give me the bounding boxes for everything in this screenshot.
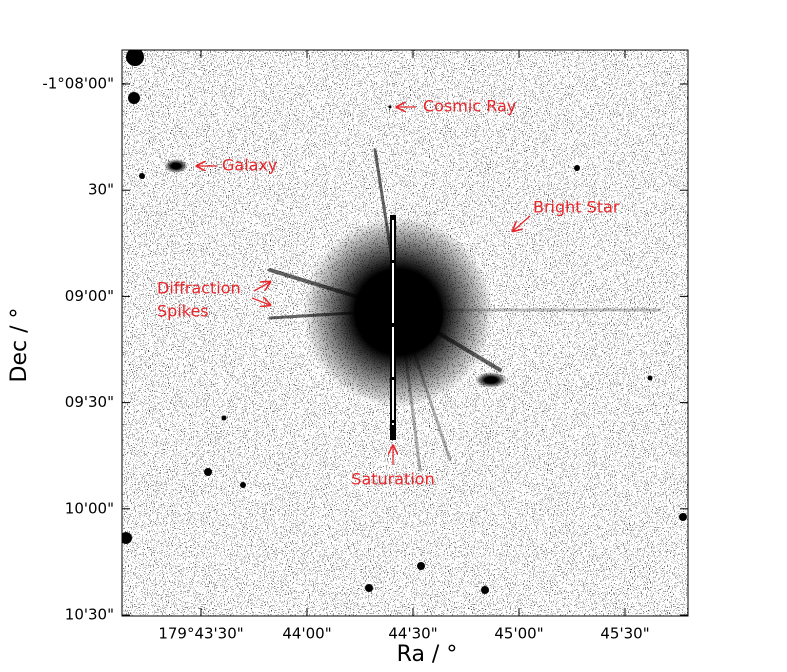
- y-tick-label: 10'00": [65, 499, 114, 517]
- x-tick-label: 45'30": [600, 625, 649, 643]
- y-tick-label: 30": [88, 181, 114, 199]
- arrow: [253, 282, 270, 292]
- annotation: Spikes: [157, 302, 209, 321]
- x-tick-label: 45'00": [494, 625, 543, 643]
- y-axis-label: Dec / °: [7, 308, 32, 383]
- y-tick-label: 09'30": [65, 393, 114, 411]
- annotation: Diffraction: [157, 279, 241, 298]
- arrow: [251, 298, 270, 305]
- y-tick-label: 09'00": [65, 287, 114, 305]
- arrow: [513, 215, 531, 231]
- annotation: Bright Star: [533, 198, 620, 217]
- annotation: Saturation: [351, 470, 434, 489]
- sky-image: [122, 50, 688, 616]
- plot-frame: [121, 49, 689, 617]
- x-tick-label: 44'00": [282, 625, 331, 643]
- x-tick-label: 179°43'30": [158, 625, 243, 643]
- annotation: Galaxy: [222, 156, 277, 175]
- y-tick-label: 10'30": [65, 606, 114, 624]
- annotation: Cosmic Ray: [423, 97, 516, 116]
- x-tick-label: 44'30": [388, 625, 437, 643]
- y-tick-label: -1°08'00": [42, 75, 114, 93]
- x-axis-label: Ra / °: [397, 642, 458, 667]
